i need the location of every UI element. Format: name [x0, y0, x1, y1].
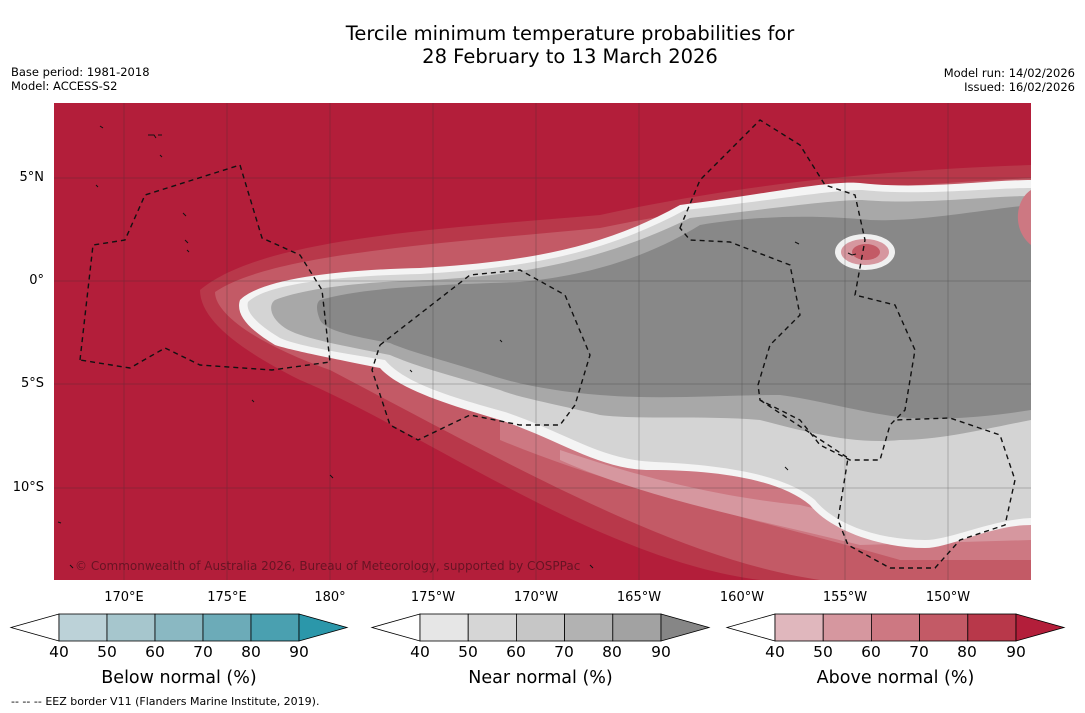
map-title: Tercile minimum temperature probabilitie…	[0, 22, 1085, 68]
island-band-70	[852, 244, 880, 260]
below-tick-80: 80	[241, 643, 261, 661]
above-tick-90: 90	[1006, 643, 1026, 661]
graticule	[54, 103, 1031, 580]
below-color-segment	[154, 613, 204, 642]
near-tick-70: 70	[554, 643, 574, 661]
near-tick-50: 50	[458, 643, 478, 661]
meta-right: Model run: 14/02/2026 Issued: 16/02/2026	[944, 66, 1075, 94]
near-color-segment	[419, 613, 469, 642]
below-tick-70: 70	[193, 643, 213, 661]
below-color-segment	[106, 613, 156, 642]
lon-label-180: 180°	[314, 590, 346, 605]
issued-date: Issued: 16/02/2026	[964, 80, 1075, 94]
lon-label-170w: 170°W	[513, 590, 559, 605]
below-normal-title: Below normal (%)	[101, 668, 257, 688]
lon-label-175w: 175°W	[410, 590, 456, 605]
lat-label-5n: 5°N	[19, 170, 45, 185]
above-color-segment	[774, 613, 824, 642]
above-color-segment	[967, 613, 1017, 642]
islands	[57, 125, 857, 569]
lon-label-170e: 170°E	[104, 590, 144, 605]
base-period: Base period: 1981-2018	[11, 65, 150, 79]
above-tick-70: 70	[909, 643, 929, 661]
lon-label-175e: 175°E	[207, 590, 247, 605]
near-tick-90: 90	[651, 643, 671, 661]
above-tick-80: 80	[957, 643, 977, 661]
lat-label-5s: 5°S	[20, 376, 44, 391]
below-tick-60: 60	[145, 643, 165, 661]
lon-label-150w: 150°W	[925, 590, 971, 605]
title-line-2: 28 February to 13 March 2026	[422, 45, 718, 68]
model-name: Model: ACCESS-S2	[11, 79, 118, 93]
eez-legend: -- -- -- EEZ border V11 (Flanders Marine…	[11, 695, 319, 708]
above-color-segment	[871, 613, 921, 642]
near-tick-80: 80	[602, 643, 622, 661]
colorbar-above	[725, 613, 1066, 642]
lon-label-160w: 160°W	[719, 590, 765, 605]
model-run: Model run: 14/02/2026	[943, 66, 1075, 80]
below-tick-50: 50	[97, 643, 117, 661]
eez-dash-symbol: -- -- --	[11, 695, 42, 708]
above-color-segment	[919, 613, 969, 642]
above-band-40	[560, 450, 1031, 545]
above-tick-60: 60	[861, 643, 881, 661]
eez-borders	[79, 119, 1016, 569]
lat-label-10s: 10°S	[12, 480, 44, 495]
below-color-segment	[250, 613, 300, 642]
title-line-1: Tercile minimum temperature probabilitie…	[345, 22, 795, 45]
colorbar-below	[9, 613, 349, 642]
lat-label-0: 0°	[29, 273, 44, 288]
lon-label-165w: 165°W	[616, 590, 662, 605]
map-copyright: © Commonwealth of Australia 2026, Bureau…	[75, 559, 581, 573]
above-tick-50: 50	[813, 643, 833, 661]
eez-legend-text: EEZ border V11 (Flanders Marine Institut…	[45, 695, 320, 708]
near-color-segment	[516, 613, 566, 642]
above-tick-40: 40	[765, 643, 785, 661]
below-tick-90: 90	[289, 643, 309, 661]
map-area	[54, 103, 1031, 580]
near-color-segment	[467, 613, 517, 642]
near-tick-60: 60	[506, 643, 526, 661]
colorbar-near	[370, 613, 711, 642]
east-edge-above	[1017, 190, 1031, 245]
above-color-segment	[822, 613, 872, 642]
near-tick-40: 40	[410, 643, 430, 661]
below-color-segment	[58, 613, 108, 642]
below-tick-40: 40	[49, 643, 69, 661]
near-color-segment	[612, 613, 662, 642]
below-color-segment	[202, 613, 252, 642]
lon-label-155w: 155°W	[822, 590, 868, 605]
meta-left: Base period: 1981-2018 Model: ACCESS-S2	[11, 65, 150, 93]
near-color-segment	[564, 613, 614, 642]
near-normal-title: Near normal (%)	[468, 668, 613, 688]
above-normal-title: Above normal (%)	[816, 668, 975, 688]
